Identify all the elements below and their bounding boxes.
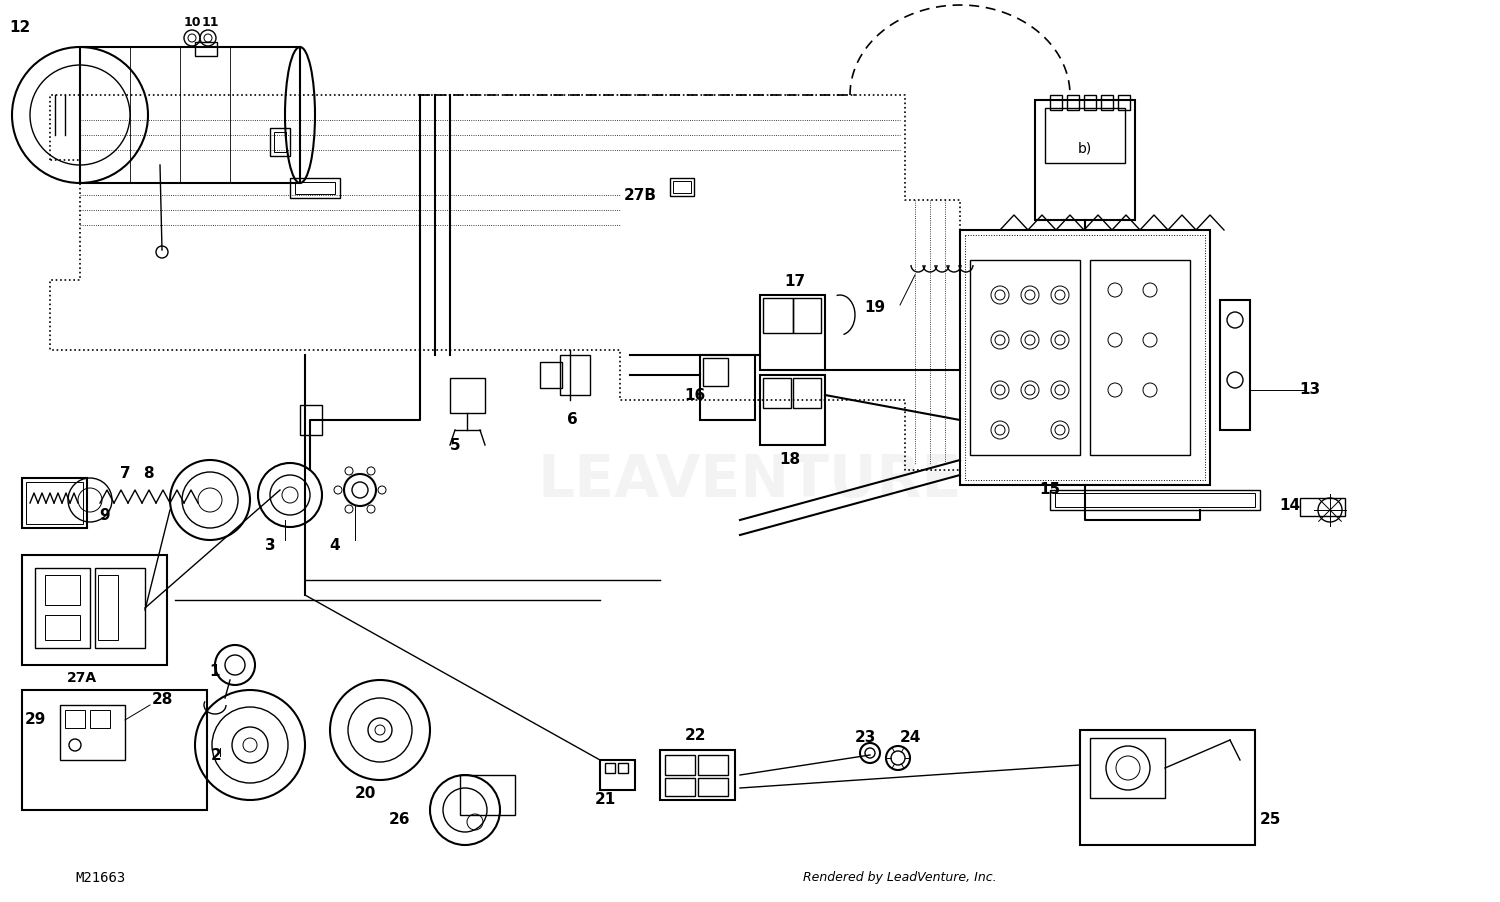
- Bar: [1050, 95, 1062, 110]
- Bar: [270, 128, 290, 156]
- Bar: [764, 378, 790, 408]
- Text: 27B: 27B: [624, 188, 657, 203]
- Bar: [45, 615, 80, 640]
- Bar: [1046, 108, 1125, 163]
- Bar: [764, 298, 794, 333]
- Bar: [274, 132, 286, 152]
- Bar: [45, 575, 80, 605]
- Bar: [1035, 100, 1136, 220]
- Bar: [98, 575, 118, 640]
- Text: 11: 11: [201, 15, 219, 29]
- Bar: [34, 568, 90, 648]
- Bar: [760, 295, 825, 370]
- Text: 8: 8: [142, 465, 153, 481]
- Text: 20: 20: [354, 786, 375, 800]
- Bar: [600, 760, 634, 790]
- Text: b): b): [1078, 141, 1092, 155]
- Bar: [698, 755, 728, 775]
- Bar: [664, 755, 694, 775]
- Text: 1: 1: [210, 665, 220, 679]
- Bar: [1090, 738, 1166, 798]
- Bar: [674, 181, 692, 193]
- Text: 29: 29: [24, 713, 45, 728]
- Bar: [670, 178, 694, 196]
- Bar: [296, 182, 334, 194]
- Bar: [1084, 95, 1096, 110]
- Text: 5: 5: [450, 437, 460, 453]
- Bar: [1050, 490, 1260, 510]
- Text: 18: 18: [780, 453, 801, 467]
- Bar: [560, 355, 590, 395]
- Bar: [1066, 95, 1078, 110]
- Bar: [26, 482, 82, 524]
- Bar: [300, 405, 322, 435]
- Text: 24: 24: [900, 731, 921, 745]
- Text: 14: 14: [1280, 498, 1300, 512]
- Text: 15: 15: [1040, 483, 1060, 498]
- Text: 19: 19: [864, 300, 885, 316]
- Bar: [794, 298, 820, 333]
- Text: 27A: 27A: [68, 671, 98, 685]
- Text: 16: 16: [684, 388, 705, 402]
- Text: 6: 6: [567, 412, 578, 428]
- Text: 17: 17: [784, 274, 806, 290]
- Bar: [970, 260, 1080, 455]
- Bar: [760, 375, 825, 445]
- Bar: [22, 478, 87, 528]
- Bar: [290, 178, 340, 198]
- Text: 2: 2: [210, 748, 222, 762]
- Text: LEAVENTURE: LEAVENTURE: [538, 452, 962, 509]
- Bar: [700, 355, 754, 420]
- Bar: [1118, 95, 1130, 110]
- Bar: [618, 763, 628, 773]
- Text: 10: 10: [183, 15, 201, 29]
- Bar: [195, 42, 217, 56]
- Bar: [1220, 300, 1250, 430]
- Bar: [1054, 493, 1256, 507]
- Bar: [960, 230, 1210, 485]
- Text: 9: 9: [99, 508, 111, 522]
- Text: Rendered by LeadVenture, Inc.: Rendered by LeadVenture, Inc.: [802, 871, 998, 885]
- Text: M21663: M21663: [75, 871, 124, 885]
- Bar: [80, 47, 300, 183]
- Bar: [1090, 260, 1190, 455]
- Bar: [664, 778, 694, 796]
- Text: 13: 13: [1299, 382, 1320, 398]
- Bar: [1080, 730, 1256, 845]
- Text: 4: 4: [330, 538, 340, 553]
- Bar: [540, 362, 562, 388]
- Bar: [450, 378, 484, 413]
- Bar: [698, 778, 728, 796]
- Bar: [794, 378, 820, 408]
- Text: 26: 26: [390, 813, 411, 827]
- Bar: [22, 690, 207, 810]
- Text: 21: 21: [594, 793, 615, 807]
- Bar: [60, 705, 124, 760]
- Text: 22: 22: [686, 728, 706, 742]
- Bar: [1101, 95, 1113, 110]
- Text: 28: 28: [152, 693, 172, 707]
- Bar: [460, 775, 514, 815]
- Text: 3: 3: [264, 538, 276, 553]
- Bar: [604, 763, 615, 773]
- Bar: [22, 555, 166, 665]
- Bar: [90, 710, 110, 728]
- Text: 23: 23: [855, 731, 876, 745]
- Bar: [964, 235, 1204, 480]
- Bar: [704, 358, 728, 386]
- Bar: [660, 750, 735, 800]
- Bar: [94, 568, 146, 648]
- Text: 25: 25: [1260, 813, 1281, 827]
- Bar: [64, 710, 86, 728]
- Bar: [1300, 498, 1346, 516]
- Text: 12: 12: [9, 21, 30, 35]
- Text: 7: 7: [120, 465, 130, 481]
